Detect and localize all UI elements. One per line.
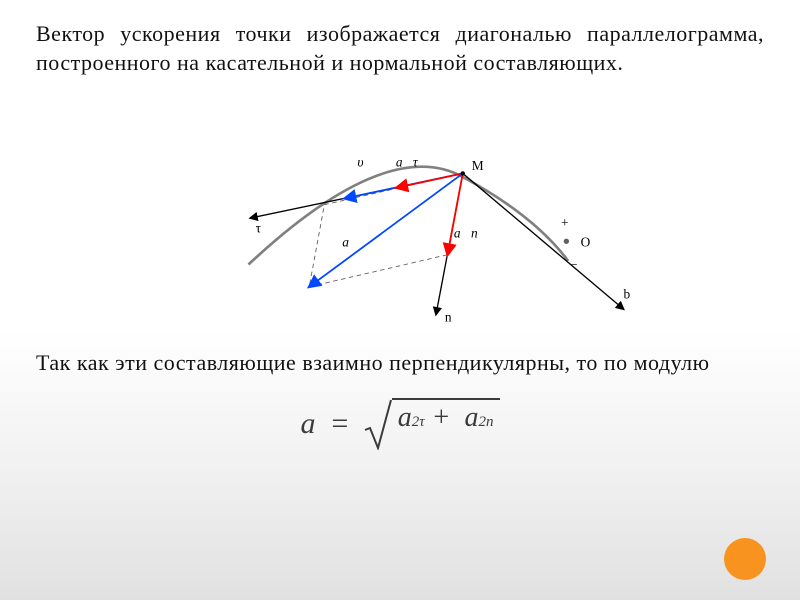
sqrt-sign-icon — [364, 398, 392, 450]
diagram: τ n b υ⃗ a⃗τ a⃗n a⃗ M O + − — [36, 77, 764, 327]
title-text: Вектор ускорения точки изображается диаг… — [36, 20, 764, 77]
center-o-label: O — [581, 235, 591, 250]
slide: Вектор ускорения точки изображается диаг… — [0, 0, 800, 600]
vector-a_n — [448, 174, 463, 255]
vector-label-a_n: a⃗n — [454, 226, 478, 241]
axis-label-b: b — [624, 287, 631, 302]
point-m-label: M — [472, 158, 484, 173]
body-text: Так как эти составляющие взаимно перпенд… — [36, 349, 764, 378]
diagram-svg: τ n b υ⃗ a⃗τ a⃗n a⃗ M O + − — [36, 77, 800, 327]
formula-inner: a = a2τ + a2n — [300, 398, 499, 450]
vector-label-a_tau: a⃗τ — [396, 154, 419, 169]
accent-dot — [724, 538, 766, 580]
plus-label: + — [561, 215, 569, 230]
formula-under-root: a2τ + a2n — [392, 398, 500, 448]
minus-label: − — [570, 257, 578, 272]
point-m — [461, 171, 465, 175]
formula: a = a2τ + a2n — [36, 398, 764, 450]
axis-b — [463, 174, 624, 310]
formula-eq: = — [329, 407, 349, 441]
formula-lhs: a — [300, 407, 315, 441]
axis-label-n: n — [445, 310, 452, 325]
axis-label-tau: τ — [256, 221, 262, 236]
sqrt-wrap: a2τ + a2n — [364, 398, 500, 450]
vector-label-v: υ⃗ — [357, 154, 374, 169]
center-o — [564, 239, 569, 244]
trajectory-curve — [249, 167, 569, 265]
vector-label-a: a⃗ — [342, 235, 359, 250]
